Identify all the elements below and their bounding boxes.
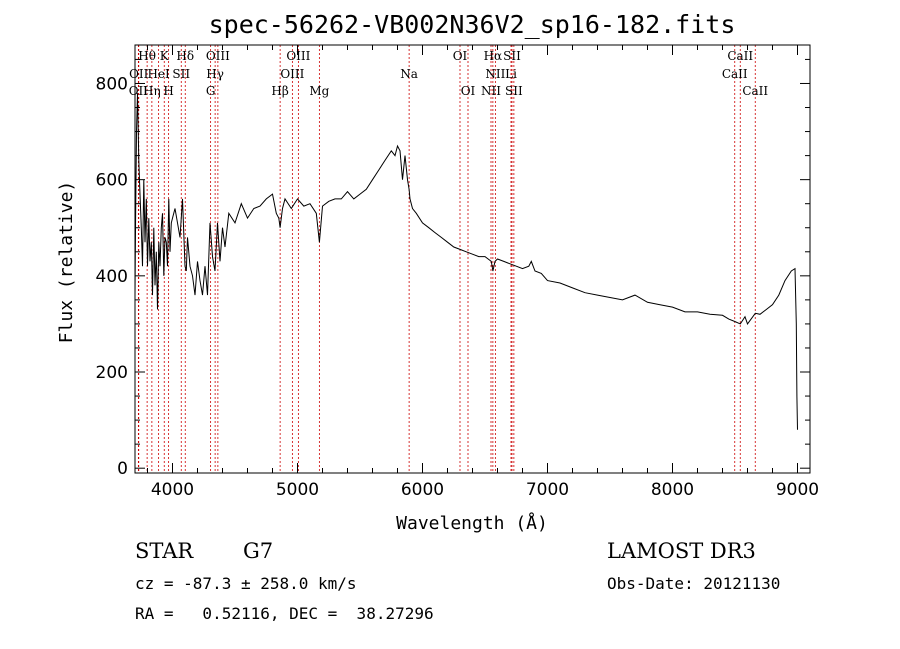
spectral-line-label: Li — [505, 67, 517, 81]
y-axis-label: Flux (relative) — [56, 181, 77, 344]
spectral-line-label: CaII — [722, 67, 748, 81]
spectral-line-label: OII — [129, 84, 149, 98]
spectral-line-label: Hγ — [206, 67, 224, 81]
x-axis-ticks: 4000 5000 6000 7000 8000 9000 — [147, 45, 819, 500]
spectral-line-label: CaII — [742, 84, 768, 98]
spectral-line-label: Hβ — [271, 84, 288, 98]
spectral-line-label: Na — [400, 67, 418, 81]
spectral-line-label: Hη — [143, 84, 161, 98]
x-tick-label-5: 9000 — [776, 480, 819, 500]
spectral-line-label: H — [163, 84, 173, 98]
spectral-line-label: K — [160, 49, 170, 63]
y-tick-label-2: 400 — [96, 267, 128, 287]
coordinates: RA = 0.52116, DEC = 38.27296 — [135, 604, 434, 623]
spectral-line-label: SII — [505, 84, 523, 98]
spectral-line-label: NII — [481, 84, 501, 98]
y-tick-label-3: 600 — [96, 171, 128, 191]
chart-title: spec-56262-VB002N36V2_sp16-182.fits — [209, 10, 736, 39]
spectral-line-label: OI — [453, 49, 468, 63]
x-tick-label-3: 7000 — [526, 480, 569, 500]
observation-date: Obs-Date: 20121130 — [607, 574, 781, 593]
object-class: STAR — [135, 539, 194, 563]
spectral-line-label: CaII — [727, 49, 753, 63]
redshift-velocity: cz = -87.3 ± 258.0 km/s — [135, 574, 357, 593]
y-tick-label-4: 800 — [96, 74, 128, 94]
spectral-line-label: Hδ — [176, 49, 194, 63]
x-tick-label-0: 4000 — [151, 480, 194, 500]
x-tick-label-1: 5000 — [276, 480, 319, 500]
spectral-line-label: OIII — [206, 49, 230, 63]
spectral-line-markers — [137, 45, 756, 473]
spectral-line-label: G — [206, 84, 216, 98]
x-axis-label: Wavelength (Å) — [396, 512, 548, 534]
spectral-line-label: OI — [461, 84, 476, 98]
spectral-line-label: SII — [503, 49, 521, 63]
x-tick-label-2: 6000 — [401, 480, 444, 500]
spectral-line-label: NII — [485, 67, 505, 81]
object-subclass: G7 — [243, 539, 274, 563]
spectral-line-label: OII — [129, 67, 149, 81]
survey-name: LAMOST DR3 — [607, 539, 756, 563]
spectral-line-label: HeI — [147, 67, 170, 81]
y-axis-ticks: 0 200 400 600 800 — [96, 58, 810, 479]
spectrum-trace — [134, 93, 798, 430]
spectral-line-label: Mg — [309, 84, 329, 98]
y-tick-label-1: 200 — [96, 363, 128, 383]
spectral-line-label: OIII — [286, 49, 310, 63]
x-tick-label-4: 8000 — [651, 480, 694, 500]
spectral-line-label: Hα — [484, 49, 503, 63]
y-tick-label-0: 0 — [117, 459, 128, 479]
spectral-line-label: SII — [172, 67, 190, 81]
plot-frame — [134, 44, 811, 474]
spectral-line-label: OIII — [280, 67, 304, 81]
spectral-line-label: Hθ — [138, 49, 156, 63]
